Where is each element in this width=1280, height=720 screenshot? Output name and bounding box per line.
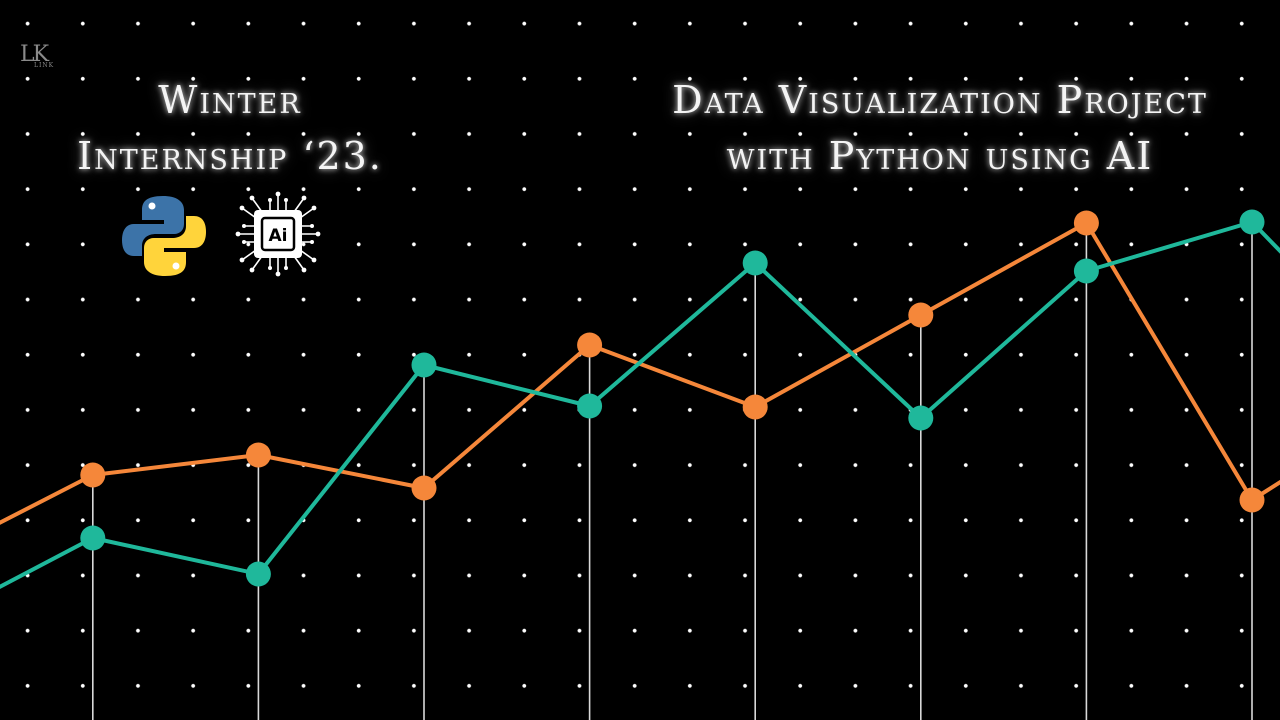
- data-point-orange: [80, 462, 106, 488]
- project-title: Data Visualization Project with Python u…: [620, 72, 1260, 184]
- data-point-teal: [742, 250, 768, 276]
- brand-logo-subtext: LINK: [34, 62, 55, 69]
- data-point-orange: [411, 475, 437, 501]
- brand-logo-text: LK: [20, 42, 49, 67]
- project-title-line1: Data Visualization Project: [672, 78, 1208, 122]
- data-point-orange: [245, 442, 271, 468]
- data-point-teal: [245, 561, 271, 587]
- data-point-orange: [1239, 487, 1265, 513]
- ai-chip-icon: Ai: [235, 191, 321, 277]
- series-lines: [0, 220, 1280, 590]
- internship-title: Winter Internship ‘23.: [60, 72, 400, 184]
- data-point-orange: [1073, 210, 1099, 236]
- data-point-orange: [742, 394, 768, 420]
- series-line-orange: [0, 221, 1280, 525]
- series-points: [80, 209, 1265, 587]
- data-point-teal: [1073, 258, 1099, 284]
- internship-title-line2: Internship ‘23.: [77, 134, 383, 178]
- data-point-orange: [908, 302, 934, 328]
- project-title-line2: with Python using AI: [726, 134, 1154, 178]
- data-point-teal: [1239, 209, 1265, 235]
- internship-title-line1: Winter: [158, 78, 302, 122]
- python-logo-icon: [122, 196, 206, 276]
- series-line-teal: [0, 220, 1280, 590]
- data-point-orange: [577, 332, 603, 358]
- data-point-teal: [80, 525, 106, 551]
- drop-lines: [92, 222, 1253, 720]
- brand-logo: LK LINK: [20, 40, 74, 70]
- data-point-teal: [908, 405, 934, 431]
- data-point-teal: [577, 393, 603, 419]
- ai-chip-label: Ai: [269, 226, 288, 246]
- data-point-teal: [411, 352, 437, 378]
